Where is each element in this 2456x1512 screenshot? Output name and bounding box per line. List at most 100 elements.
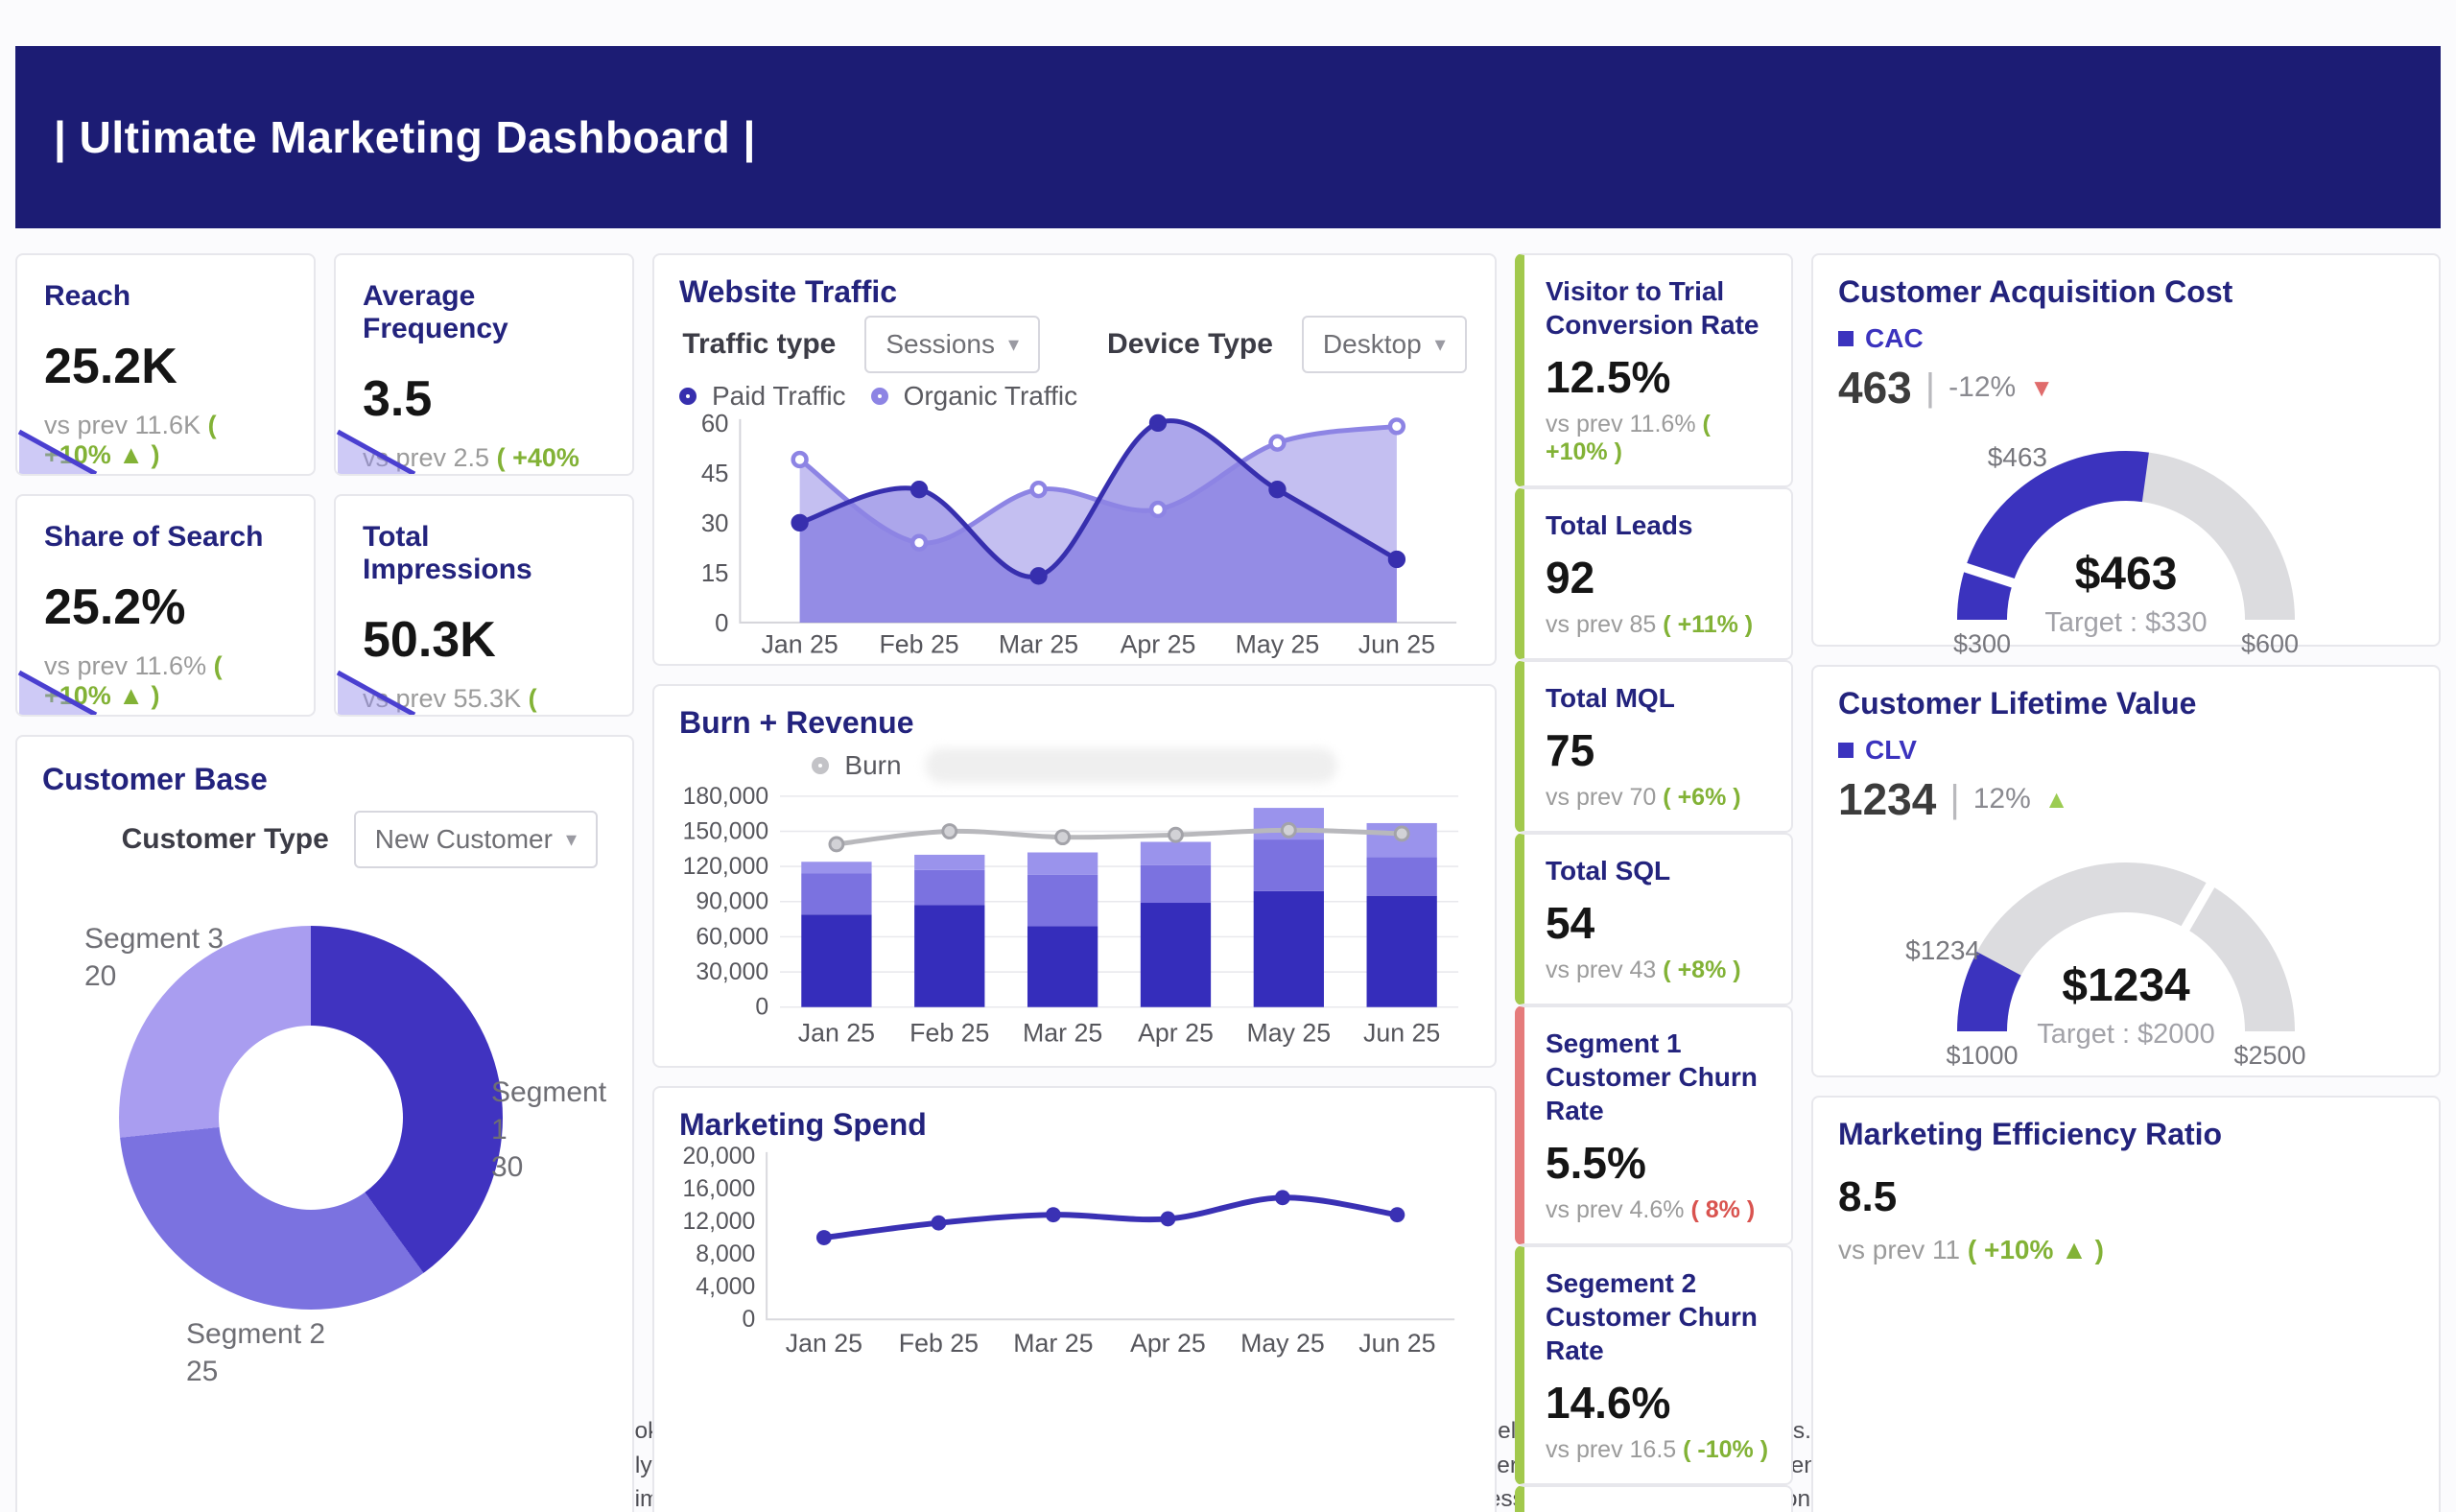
dashboard-page: | Ultimate Marketing Dashboard | Reach 2… [0, 46, 2456, 1512]
donut-chart [119, 926, 503, 1310]
kpi-change: ( +10% ) [1546, 411, 1711, 465]
gauge-min-label: $300 [1953, 629, 2011, 658]
burn-revenue-card: Burn + Revenue Burn 0 30,000 60,000 90,000 1… [652, 684, 1497, 1068]
axis-label: Feb 25 [879, 630, 958, 659]
left-column: Reach 25.2K vs prev 11.6K ( +10% ▲ ) Ave… [15, 253, 634, 1512]
center-column: Website Traffic Traffic type Sessions ▾ … [652, 253, 1497, 1512]
traffic-type-dropdown[interactable]: Sessions ▾ [864, 316, 1041, 373]
kpi-strip-column: Visitor to Trial Conversion Rate 12.5% v… [1515, 253, 1793, 1512]
sparkline-icon [17, 670, 98, 715]
axis-label: Apr 25 [1130, 1329, 1206, 1358]
bar-Revenue Tier 1 [914, 905, 985, 1007]
kpi-value: 14.6% [1546, 1378, 1671, 1428]
kpi-subtext: vs prev 4.6% ( 8% ) [1546, 1196, 1770, 1224]
device-type-dropdown[interactable]: Desktop ▾ [1301, 316, 1467, 373]
kpi-value: 25.2K [44, 339, 177, 394]
website-traffic-card: Website Traffic Traffic type Sessions ▾ … [652, 253, 1497, 666]
chevron-down-icon: ▾ [1434, 332, 1446, 356]
bar-Revenue Tier 1 [801, 914, 872, 1007]
axis-label: Mar 25 [999, 630, 1078, 659]
mer-card: Marketing Efficiency Ratio 8.5 vs prev 1… [1811, 1096, 2441, 1512]
axis-label: Jun 25 [1358, 1329, 1435, 1358]
point-Organic Traffic [1268, 434, 1287, 452]
mer-change: ( +10% ▲ ) [1967, 1235, 2104, 1264]
cac-value-row: 463 | -12% ▼ [1838, 362, 2414, 413]
dashboard-grid: Reach 25.2K vs prev 11.6K ( +10% ▲ ) Ave… [15, 253, 2441, 1512]
bar-Revenue Tier 1 [1140, 903, 1212, 1007]
clv-legend-label: CLV [1865, 735, 1917, 765]
kpi-subtext: vs prev 43 ( +8% ) [1546, 957, 1770, 984]
line-burn [836, 827, 1403, 847]
kpi-title: Segment 1 Customer Churn Rate [1546, 1028, 1758, 1125]
axis-label: Apr 25 [1138, 1018, 1214, 1047]
cac-card: Customer Acquisition Cost CAC 463 | -12%… [1811, 253, 2441, 658]
customer-base-title: Customer Base [42, 762, 268, 796]
gauge-target-label: Target : $2000 [2037, 1019, 2214, 1050]
gauge-target-notch [2178, 877, 2218, 936]
kpi-title: Segment 3 Customer Churn Rate [1546, 1506, 1770, 1512]
cac-legend-icon [1838, 331, 1854, 346]
kpi-card-total-mql: Total MQL 75 vs prev 70 ( +6% ) [1515, 660, 1793, 833]
burn-revenue-chart: 0 30,000 60,000 90,000 120,000 150,000 180,000… [683, 784, 1459, 1047]
kpi-title: Visitor to Trial Conversion Rate [1546, 276, 1759, 340]
point-spend [1389, 1207, 1405, 1223]
kpi-prev: vs prev 11.6% [44, 651, 207, 680]
gauge-target-notch [1958, 561, 2020, 590]
marketing-spend-chart: 0 4,000 8,000 12,000 16,000 20,000 Jan 25 Feb 2… [683, 1144, 1455, 1358]
kpi-value: 75 [1546, 725, 1595, 775]
kpi-prev: vs prev 11.6% [1546, 411, 1696, 437]
gauge-target-label: Target : $330 [2044, 607, 2207, 638]
point-Organic Traffic [791, 450, 809, 469]
axis-label: Feb 25 [899, 1329, 979, 1358]
axis-label: 45 [701, 461, 729, 487]
sparkline-icon [17, 429, 98, 474]
burn-revenue-legend: Burn [679, 748, 1470, 783]
clv-legend-icon [1838, 743, 1854, 758]
point-Organic Traffic [1029, 481, 1048, 499]
kpi-card-share-of-search: Share of Search 25.2% vs prev 11.6% ( +1… [15, 494, 316, 717]
bar-Revenue Tier 2 [1366, 857, 1437, 896]
kpi-prev: vs prev 70 [1546, 784, 1657, 811]
kpi-value: 12.5% [1546, 352, 1671, 402]
kpi-change: ( +6% ) [1663, 784, 1741, 811]
traffic-type-value: Sessions [886, 329, 995, 359]
point-Paid Traffic [791, 513, 809, 532]
bar-Revenue Tier 3 [914, 854, 985, 870]
point-burn [828, 836, 845, 853]
kpi-title: Total Impressions [363, 521, 532, 585]
website-traffic-legend: Paid Traffic Organic Traffic [679, 381, 1470, 412]
cac-gauge-chart: $300 $600 $463 $463 Target : $330 [1953, 442, 2299, 658]
point-Paid Traffic [909, 481, 929, 499]
clv-card: Customer Lifetime Value CLV 1234 | 12% ▲… [1811, 665, 2441, 1077]
chevron-down-icon: ▾ [565, 827, 577, 851]
axis-label: 0 [715, 610, 728, 637]
point-burn [1168, 826, 1184, 843]
donut-label-segment-3: Segment 3 20 [84, 923, 224, 992]
axis-label: Mar 25 [1023, 1018, 1102, 1047]
kpi-card-visitor-to-trial: Visitor to Trial Conversion Rate 12.5% v… [1515, 253, 1793, 487]
device-type-value: Desktop [1322, 329, 1422, 359]
burn-legend-label: Burn [844, 750, 902, 780]
point-spend [931, 1215, 947, 1231]
device-type-label: Device Type [1107, 328, 1273, 360]
kpi-card-segment2-churn: Segement 2 Customer Churn Rate 14.6% vs … [1515, 1245, 1793, 1485]
paid-traffic-legend-icon [679, 388, 697, 405]
triangle-down-icon: ▼ [2029, 372, 2054, 402]
kpi-title: Reach [44, 280, 131, 312]
point-Paid Traffic [1387, 550, 1406, 569]
customer-type-dropdown[interactable]: New Customer ▾ [353, 811, 598, 868]
axis-label: Jan 25 [762, 630, 838, 659]
gauge-column: Customer Acquisition Cost CAC 463 | -12%… [1811, 253, 2441, 1512]
kpi-value: 50.3K [363, 612, 496, 668]
website-traffic-controls: Traffic type Sessions ▾ Device Type Desk… [679, 316, 1470, 373]
kpi-subtext: vs prev 70 ( +6% ) [1546, 784, 1770, 812]
customer-base-chart: Segment 3 20 Segment 1 30 Segment 2 25 [42, 882, 607, 1387]
burn-legend-icon [812, 757, 830, 774]
kpi-card-segment3-churn: Segment 3 Customer Churn Rate 75.6% vs p… [1515, 1485, 1793, 1512]
axis-label: 30,000 [696, 959, 768, 985]
axis-label: 120,000 [683, 854, 768, 880]
area-Paid Traffic [799, 420, 1397, 623]
axis-label: 150,000 [683, 818, 768, 844]
kpi-value: 5.5% [1546, 1138, 1646, 1188]
kpi-change: ( +10% ▲ ) [363, 684, 537, 715]
